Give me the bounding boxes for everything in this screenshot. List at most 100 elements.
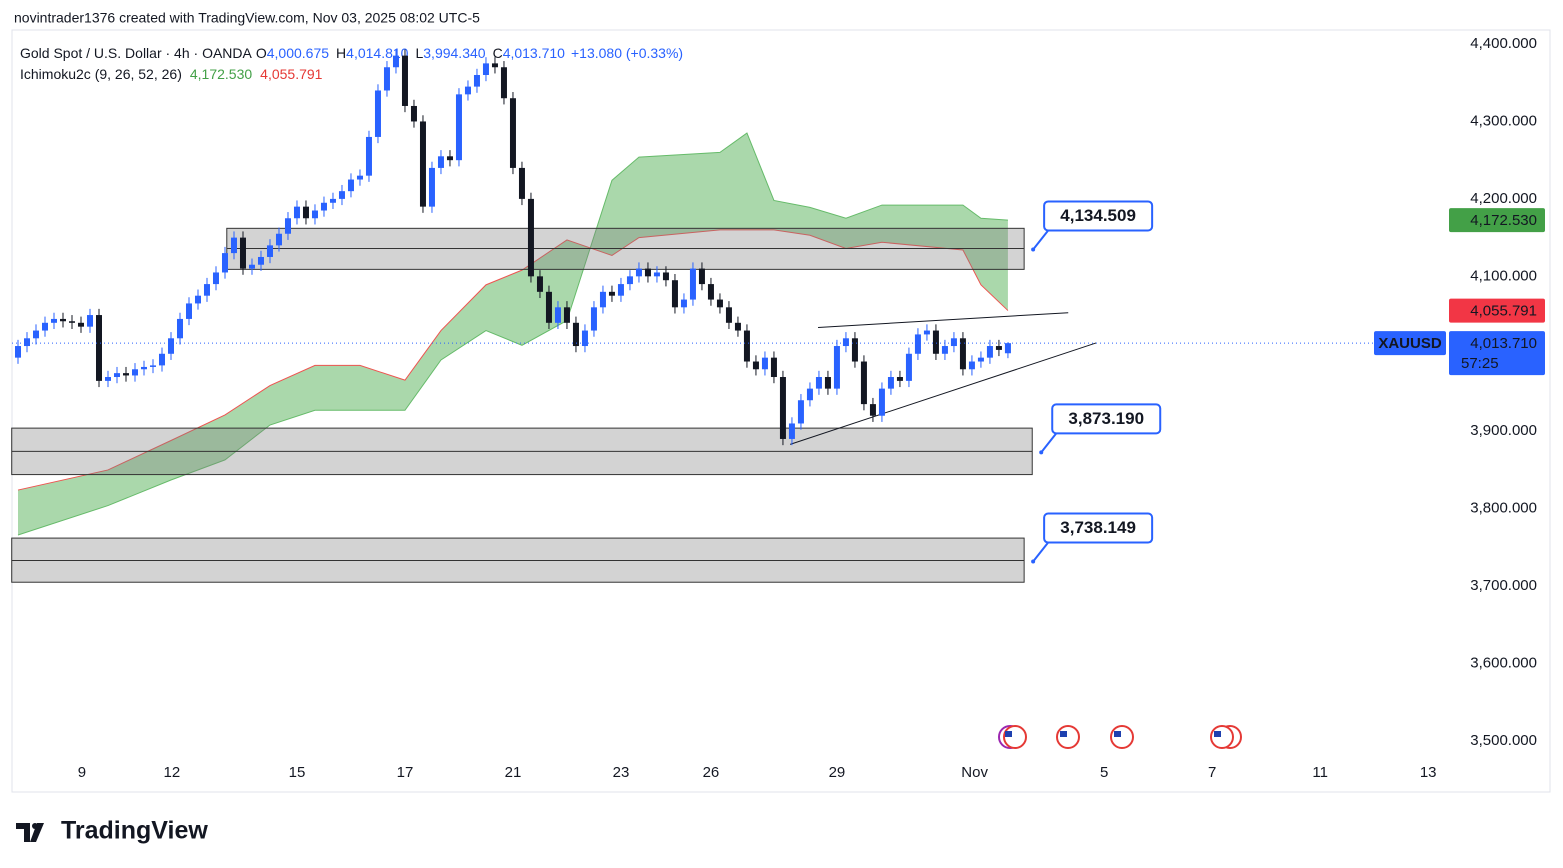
candle-body xyxy=(617,284,624,296)
axis-badge-label: 4,055.791 xyxy=(1470,303,1537,320)
axis-badge xyxy=(1449,208,1545,233)
candle-body xyxy=(15,346,22,358)
candle-body xyxy=(140,366,147,370)
candle-body xyxy=(608,291,615,296)
logo-icon xyxy=(32,823,38,829)
candle-body xyxy=(42,322,49,331)
candle-body xyxy=(536,276,543,292)
candle-body xyxy=(752,361,759,370)
x-tick-label: 7 xyxy=(1208,764,1216,781)
candle-body xyxy=(581,330,588,347)
callout-box xyxy=(1051,403,1162,435)
candle-body xyxy=(689,268,696,300)
candle-body xyxy=(293,206,300,219)
candle-body xyxy=(527,198,534,277)
candle-body xyxy=(284,218,291,234)
candle-body xyxy=(977,357,984,362)
candle-body xyxy=(455,94,462,161)
candle-body xyxy=(33,330,40,339)
candle-body xyxy=(24,338,31,347)
candle-body xyxy=(131,369,138,376)
x-tick-label: 13 xyxy=(1420,764,1437,781)
candle-body xyxy=(995,346,1002,350)
callout-pointer xyxy=(1032,541,1049,563)
cloud-line xyxy=(17,229,1009,491)
candle-body xyxy=(104,377,111,381)
callout-dot xyxy=(1031,247,1036,252)
indicator-value: 4,055.791 xyxy=(260,66,322,82)
candle-body xyxy=(77,322,84,327)
x-tick-label: Nov xyxy=(961,764,988,781)
candle-body xyxy=(716,299,723,308)
x-tick-label: 15 xyxy=(289,764,306,781)
callout-label: 4,134.509 xyxy=(1060,206,1136,225)
price-badge xyxy=(1449,331,1545,376)
candle-body xyxy=(410,105,417,122)
candle-body xyxy=(761,357,768,370)
candle-body xyxy=(770,357,777,378)
candle-body xyxy=(176,318,183,339)
y-tick-label: 3,700.000 xyxy=(1470,577,1537,594)
candle-body xyxy=(824,377,831,389)
candle-body xyxy=(185,303,192,319)
callout-label: 3,738.149 xyxy=(1060,518,1136,537)
candle-body xyxy=(320,202,327,211)
candle-body xyxy=(230,237,237,254)
candle-body xyxy=(959,338,966,370)
callout-dot xyxy=(1031,559,1036,564)
footer-brand: TradingView xyxy=(61,817,208,845)
candle-body xyxy=(311,210,318,219)
price-badge-label: 4,013.710 xyxy=(1470,335,1537,352)
flag-part xyxy=(1214,731,1221,737)
candle-body xyxy=(392,55,399,68)
candle-body xyxy=(338,191,345,199)
candle-body xyxy=(518,167,525,199)
candle-body xyxy=(383,67,390,91)
candle-body xyxy=(941,346,948,354)
y-tick-label: 4,300.000 xyxy=(1470,112,1537,129)
candle-body xyxy=(491,63,498,68)
candle-body xyxy=(779,377,786,439)
callout-box xyxy=(1043,512,1154,544)
axis-badge xyxy=(1449,298,1545,323)
candle-body xyxy=(869,404,876,416)
candle-body xyxy=(788,423,795,439)
candle-body xyxy=(905,353,912,381)
y-tick-label: 3,900.000 xyxy=(1470,422,1537,439)
symbol-label: XAUUSD xyxy=(1378,335,1442,352)
callout-label: 3,873.190 xyxy=(1068,409,1144,428)
event-icons xyxy=(998,725,1242,749)
candle-body xyxy=(806,388,813,401)
candle-body xyxy=(797,400,804,424)
countdown-label: 57:25 xyxy=(1461,355,1499,372)
candle-body xyxy=(437,156,444,168)
candle-body xyxy=(356,175,363,180)
x-tick-label: 21 xyxy=(505,764,522,781)
candle-body xyxy=(932,330,939,354)
candle-body xyxy=(113,373,120,378)
candle-body xyxy=(545,291,552,323)
candle-body xyxy=(851,338,858,362)
candle-body xyxy=(428,167,435,207)
legend-change: +13.080 (+0.33%) xyxy=(571,45,683,61)
candle-body xyxy=(680,299,687,308)
candle-body xyxy=(329,198,336,203)
candle-body xyxy=(698,268,705,285)
logo-icon xyxy=(16,823,44,842)
candle-body xyxy=(419,121,426,207)
candle-body xyxy=(239,237,246,269)
candle-body xyxy=(626,276,633,285)
candle-body xyxy=(266,245,273,257)
candle-body xyxy=(509,98,516,168)
candle-body xyxy=(644,268,651,277)
candle-body xyxy=(887,377,894,389)
y-tick-label: 4,100.000 xyxy=(1470,267,1537,284)
candle-body xyxy=(248,264,255,269)
flag-part xyxy=(1005,731,1012,737)
candle-body xyxy=(95,315,102,381)
legend-value: 3,994.340 xyxy=(423,45,485,61)
y-tick-label: 3,500.000 xyxy=(1470,732,1537,749)
candle-body xyxy=(914,334,921,354)
candle-body xyxy=(896,377,903,381)
candle-body xyxy=(473,74,480,87)
